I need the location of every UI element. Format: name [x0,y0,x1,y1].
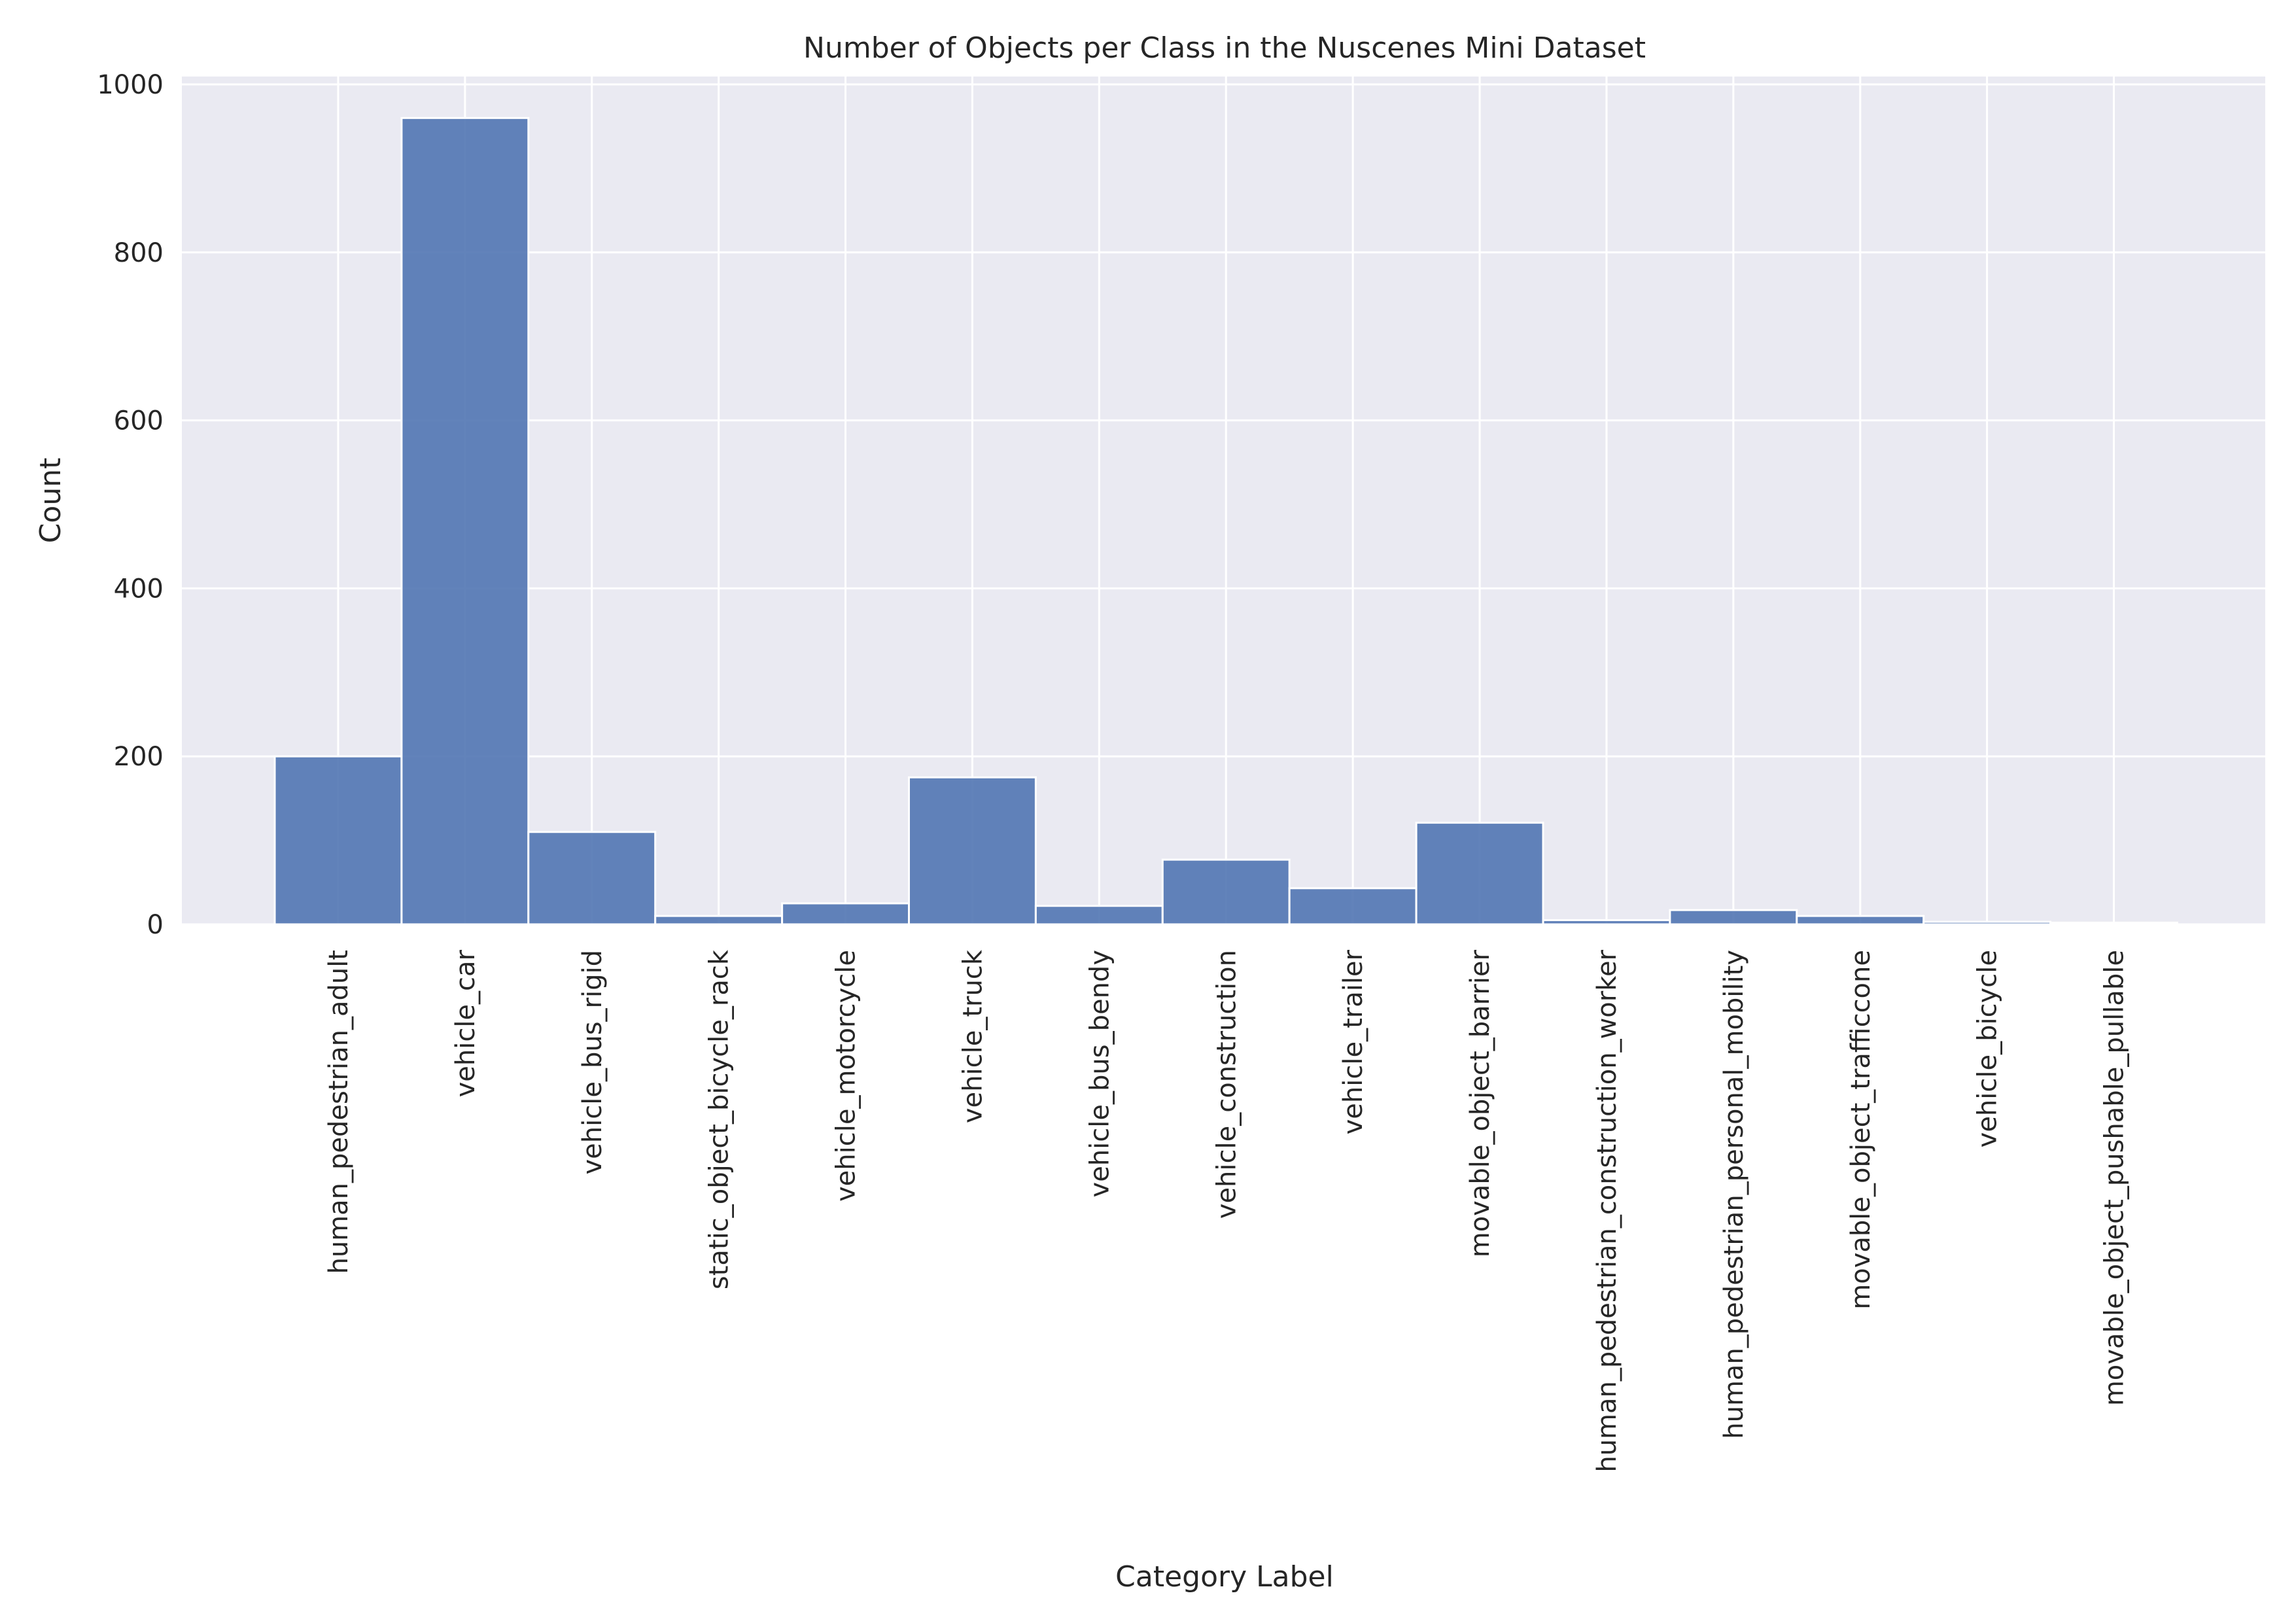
x-tick-label: human_pedestrian_construction_worker [1592,949,1622,1472]
bar-vehicle-truck [908,776,1037,926]
bar-vehicle-car [400,116,530,926]
y-tick-label: 400 [114,574,164,604]
x-tick-label: vehicle_bicycle [1973,950,2003,1147]
y-tick-label: 800 [114,238,164,268]
x-tick-label: human_pedestrian_personal_mobility [1719,950,1749,1439]
bar-human-pedestrian-adult [273,755,403,926]
bars [273,116,2179,926]
x-tick-label: vehicle_trailer [1338,949,1368,1134]
bar-movable-object-pushable-pullable [2049,921,2179,926]
y-tick-label: 0 [147,910,164,940]
x-tick-label: movable_object_barrier [1465,949,1495,1257]
bar-vehicle-motorcycle [781,902,910,926]
x-tick-label: vehicle_motorcycle [831,950,861,1202]
bar-movable-object-trafficcone [1796,915,1925,926]
x-tick-label: vehicle_bus_rigid [578,950,608,1175]
bar-vehicle-trailer [1288,887,1418,926]
bar-human-pedestrian-construction-worker [1542,919,1671,926]
bar-vehicle-construction [1161,858,1291,926]
y-tick-label: 600 [114,406,164,436]
bar-vehicle-bus-rigid [527,831,657,926]
x-tick-label: movable_object_trafficcone [1846,950,1876,1310]
bar-human-pedestrian-personal-mobility [1669,909,1798,926]
x-tick-label: vehicle_truck [958,949,988,1123]
x-tick-label: vehicle_bus_bendy [1085,950,1115,1197]
x-axis-ticks: human_pedestrian_adult vehicle_car vehicle… [324,949,2130,1472]
y-tick-label: 1000 [97,70,164,100]
x-tick-label: vehicle_construction [1211,950,1242,1219]
x-tick-label: static_object_bicycle_rack [704,949,735,1289]
x-axis-label: Category Label [1115,1560,1334,1594]
bar-vehicle-bicycle [1922,920,2052,926]
y-axis-ticks: 0 200 400 600 800 1000 [97,70,164,940]
y-tick-label: 200 [114,742,164,772]
chart-title: Number of Objects per Class in the Nusce… [803,31,1646,65]
x-tick-label: human_pedestrian_adult [324,950,354,1274]
x-tick-label: movable_object_pushable_pullable [2100,950,2130,1406]
bar-vehicle-bus-bendy [1034,905,1164,926]
y-axis-label: Count [34,458,67,544]
x-tick-label: vehicle_car [451,949,481,1097]
bar-static-object-bicycle-rack [654,915,784,926]
bar-movable-object-barrier [1415,822,1544,926]
